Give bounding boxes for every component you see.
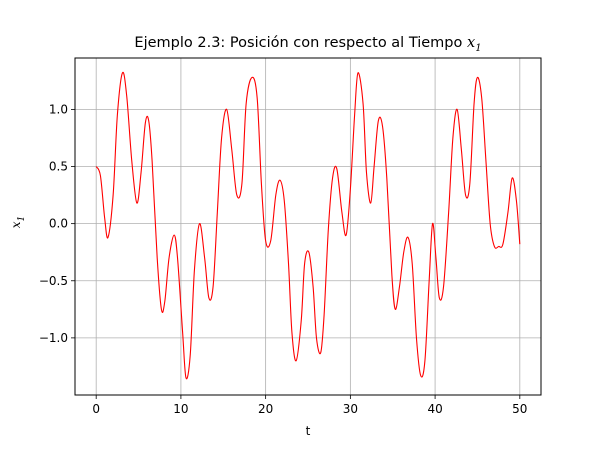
y-tick-label: 0.5	[49, 160, 68, 174]
y-tick-label: −1.0	[39, 331, 68, 345]
y-axis: −1.0 −0.5 0.0 0.5 1.0	[39, 102, 75, 345]
x-tick-label: 0	[92, 402, 100, 416]
x-tick-label: 40	[427, 402, 442, 416]
y-tick-label: −0.5	[39, 274, 68, 288]
x-axis-label: t	[306, 424, 311, 438]
x-tick-label: 10	[173, 402, 188, 416]
x-tick-label: 30	[343, 402, 358, 416]
title-math-sub: 1	[475, 43, 481, 54]
chart-title: Ejemplo 2.3: Posición con respecto al Ti…	[134, 35, 481, 54]
x-tick-label: 50	[512, 402, 527, 416]
y-axis-label: x1	[9, 216, 27, 229]
plot-frame	[74, 57, 542, 396]
x-axis: 0 10 20 30 40 50	[92, 395, 527, 416]
y-tick-label: 1.0	[49, 102, 68, 116]
series-layer	[95, 71, 521, 380]
y-tick-label: 0.0	[49, 217, 68, 231]
series-line	[95, 71, 521, 380]
x-tick-label: 20	[258, 402, 273, 416]
title-math-var: x	[467, 35, 475, 51]
